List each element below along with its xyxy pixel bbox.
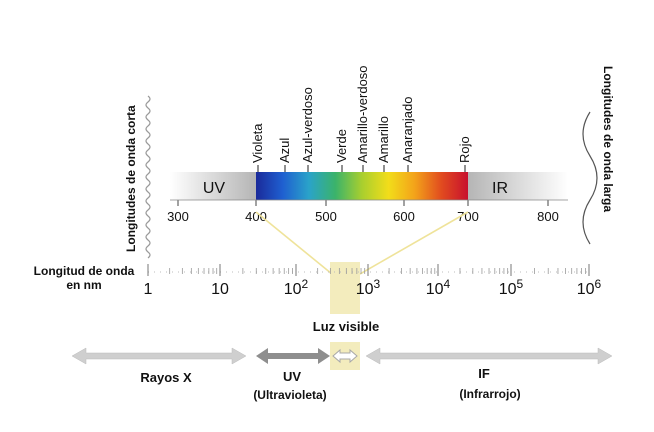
nm-tick-label: 400	[245, 209, 267, 224]
color-name-label: Azul	[277, 138, 292, 163]
if-range-arrow	[365, 347, 613, 365]
nm-tick-label: 300	[167, 209, 189, 224]
color-name-label: Azul-verdoso	[300, 87, 315, 163]
uv-band	[170, 172, 256, 200]
log-tick-base: 1	[144, 281, 153, 298]
xray-label: Rayos X	[140, 370, 192, 385]
log-axis-title-line2: en nm	[66, 278, 101, 292]
connector-line-700	[359, 211, 469, 275]
log-tick-exponent: 4	[444, 277, 451, 291]
uv-range-sublabel: (Ultravioleta)	[253, 388, 326, 402]
log-tick-base: 10	[577, 281, 595, 298]
log-tick-base: 10	[426, 281, 444, 298]
if-range-sublabel: (Infrarrojo)	[459, 387, 520, 401]
visible-highlight-column	[330, 262, 360, 314]
log-tick-exponent: 6	[595, 277, 602, 291]
if-range-label: IF	[478, 366, 490, 381]
log-axis: 1 10 102 103 104 105 106	[144, 264, 602, 298]
log-tick-base: 10	[211, 281, 229, 298]
uv-range-label: UV	[283, 369, 301, 384]
log-axis-title-line1: Longitud de onda	[34, 264, 135, 278]
log-tick-base: 10	[499, 281, 517, 298]
color-name-label: Anaranjado	[400, 97, 415, 164]
nm-tick-label: 500	[315, 209, 337, 224]
log-tick-base: 10	[356, 281, 374, 298]
nm-tick-label: 700	[457, 209, 479, 224]
log-tick-exponent: 2	[302, 277, 309, 291]
color-name-labels: Violeta Azul Azul-verdoso Verde Amarillo-ver…	[250, 65, 472, 172]
connector-line-400	[255, 211, 333, 275]
xray-range-arrow	[71, 347, 247, 365]
log-tick-exponent: 5	[517, 277, 524, 291]
log-tick-label: 104	[426, 277, 451, 298]
left-vertical-label: Longitudes de onda corta	[124, 105, 138, 252]
right-vertical-label: Longitudes de onda larga	[601, 66, 615, 212]
nm-tick-label: 600	[393, 209, 415, 224]
visible-range-arrow	[332, 348, 358, 364]
uv-band-label: UV	[203, 180, 226, 197]
nm-tick-label: 800	[537, 209, 559, 224]
log-tick-label: 105	[499, 277, 524, 298]
uv-range-arrow	[256, 348, 330, 364]
log-tick-exponent: 3	[374, 277, 381, 291]
long-wave-squiggle	[582, 111, 598, 245]
color-name-label: Amarillo-verdoso	[355, 65, 370, 163]
ir-band-label: IR	[492, 180, 508, 197]
nm-scale: 300 400 500 600 700 800	[167, 199, 568, 224]
short-wave-squiggle	[145, 95, 151, 259]
color-name-label: Verde	[334, 129, 349, 163]
log-tick-label: 106	[577, 277, 602, 298]
log-tick-label: 1	[144, 281, 153, 298]
color-name-label: Rojo	[457, 136, 472, 163]
log-tick-label: 102	[284, 277, 309, 298]
visible-band	[256, 172, 468, 200]
visible-light-label: Luz visible	[313, 319, 379, 334]
color-name-label: Violeta	[250, 123, 265, 163]
log-tick-base: 10	[284, 281, 302, 298]
color-name-label: Amarillo	[376, 116, 391, 163]
log-tick-label: 103	[356, 277, 381, 298]
ir-band	[468, 172, 568, 200]
log-tick-label: 10	[211, 281, 229, 298]
